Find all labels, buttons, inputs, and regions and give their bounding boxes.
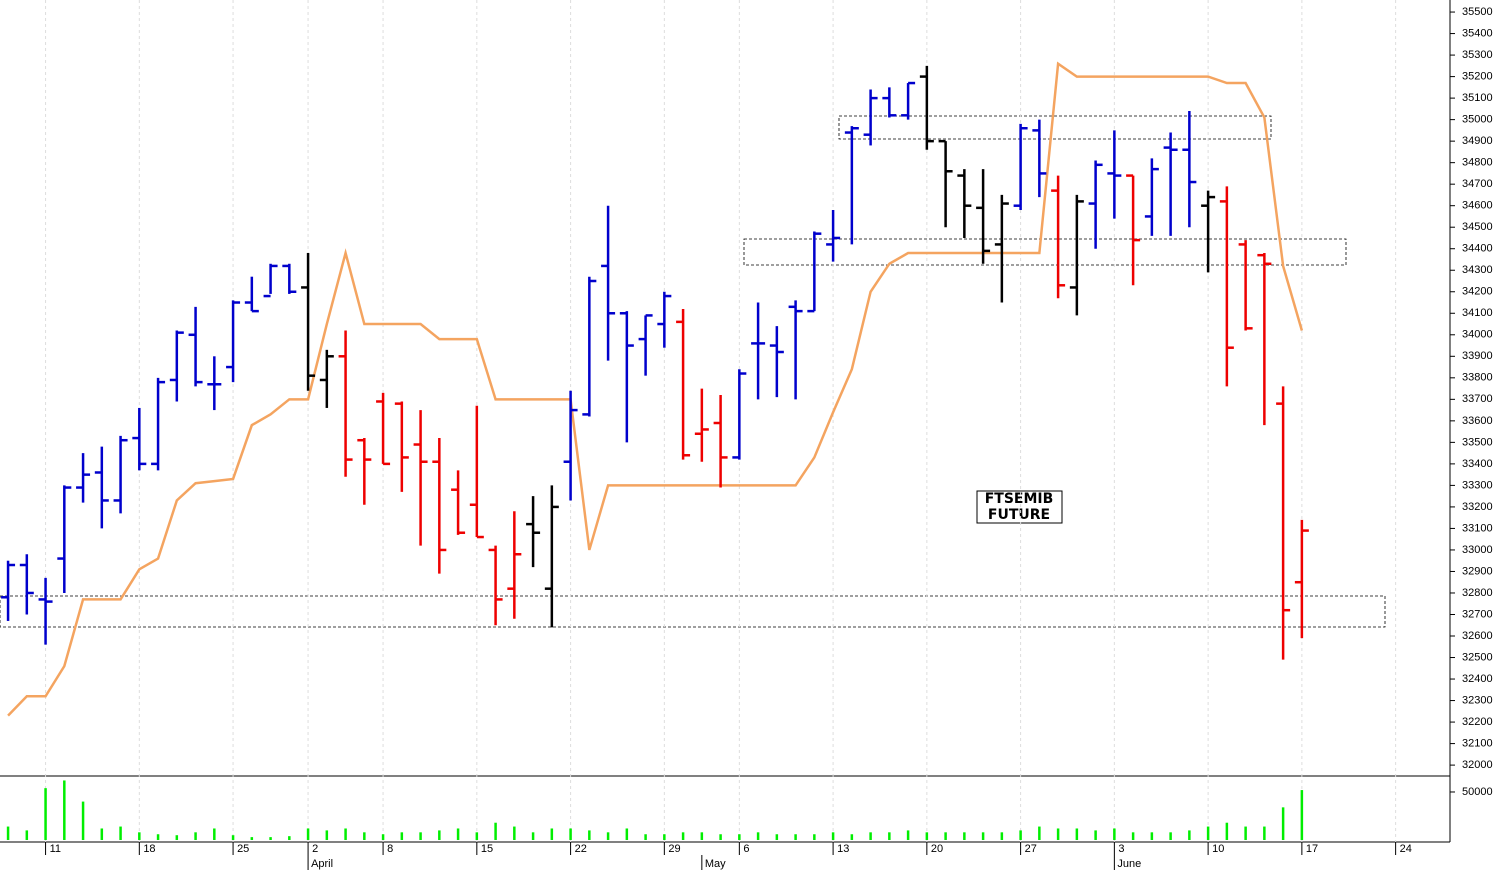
y-tick-label: 35100 bbox=[1462, 92, 1493, 104]
y-tick-label: 35000 bbox=[1462, 114, 1493, 126]
x-tick-label: 13 bbox=[837, 843, 849, 855]
x-tick-label: 2 bbox=[312, 843, 318, 855]
y-tick-label: 34700 bbox=[1462, 178, 1493, 190]
x-tick-label: 17 bbox=[1306, 843, 1318, 855]
y-tick-label: 32800 bbox=[1462, 587, 1493, 599]
y-tick-label: 33200 bbox=[1462, 501, 1493, 513]
y-tick-label: 34500 bbox=[1462, 221, 1493, 233]
y-tick-label: 34800 bbox=[1462, 157, 1493, 169]
month-label: June bbox=[1117, 858, 1141, 870]
y-tick-label: 32700 bbox=[1462, 608, 1493, 620]
y-tick-label: 32600 bbox=[1462, 630, 1493, 642]
y-tick-label: 32900 bbox=[1462, 565, 1493, 577]
y-tick-label: 34000 bbox=[1462, 329, 1493, 341]
x-tick-label: 6 bbox=[743, 843, 749, 855]
y-tick-label: 32500 bbox=[1462, 651, 1493, 663]
x-tick-label: 3 bbox=[1118, 843, 1124, 855]
y-tick-label: 34900 bbox=[1462, 135, 1493, 147]
y-tick-label: 35200 bbox=[1462, 71, 1493, 83]
y-tick-label: 34600 bbox=[1462, 200, 1493, 212]
y-tick-label: 35400 bbox=[1462, 27, 1493, 39]
x-tick-label: 8 bbox=[387, 843, 393, 855]
x-tick-label: 27 bbox=[1025, 843, 1037, 855]
volume-tick-label: 50000 bbox=[1462, 786, 1493, 798]
x-tick-label: 24 bbox=[1400, 843, 1412, 855]
x-tick-label: 22 bbox=[575, 843, 587, 855]
y-tick-label: 35500 bbox=[1462, 6, 1493, 18]
support-zone bbox=[0, 595, 1386, 628]
zones bbox=[0, 115, 1386, 628]
y-tick-label: 32200 bbox=[1462, 716, 1493, 728]
y-tick-label: 33400 bbox=[1462, 458, 1493, 470]
annotation: FUTURE bbox=[988, 507, 1050, 523]
resistance-zone bbox=[838, 115, 1272, 140]
y-tick-label: 32300 bbox=[1462, 694, 1493, 706]
month-label: April bbox=[311, 858, 333, 870]
y-tick-label: 33700 bbox=[1462, 393, 1493, 405]
y-tick-label: 33800 bbox=[1462, 372, 1493, 384]
x-tick-label: 18 bbox=[143, 843, 155, 855]
y-tick-label: 32000 bbox=[1462, 759, 1493, 771]
month-label: May bbox=[705, 858, 726, 870]
y-tick-label: 34300 bbox=[1462, 264, 1493, 276]
y-tick-label: 33900 bbox=[1462, 350, 1493, 362]
y-tick-label: 33000 bbox=[1462, 544, 1493, 556]
y-tick-label: 34200 bbox=[1462, 286, 1493, 298]
y-tick-label: 33100 bbox=[1462, 522, 1493, 534]
annotation: FTSEMIB bbox=[985, 491, 1054, 507]
y-tick-label: 33600 bbox=[1462, 415, 1493, 427]
stop-line bbox=[7, 61, 1304, 717]
x-tick-label: 20 bbox=[931, 843, 943, 855]
x-tick-label: 10 bbox=[1212, 843, 1224, 855]
y-tick-label: 32100 bbox=[1462, 737, 1493, 749]
x-tick-label: 15 bbox=[481, 843, 493, 855]
y-tick-label: 34100 bbox=[1462, 307, 1493, 319]
x-tick-label: 25 bbox=[237, 843, 249, 855]
y-tick-label: 32400 bbox=[1462, 673, 1493, 685]
x-tick-label: 29 bbox=[668, 843, 680, 855]
annotation-box bbox=[976, 490, 1063, 524]
x-tick-label: 11 bbox=[50, 843, 61, 855]
y-tick-label: 33300 bbox=[1462, 479, 1493, 491]
y-tick-label: 35300 bbox=[1462, 49, 1493, 61]
support-zone bbox=[743, 238, 1347, 266]
y-tick-label: 34400 bbox=[1462, 243, 1493, 255]
y-tick-label: 33500 bbox=[1462, 436, 1493, 448]
